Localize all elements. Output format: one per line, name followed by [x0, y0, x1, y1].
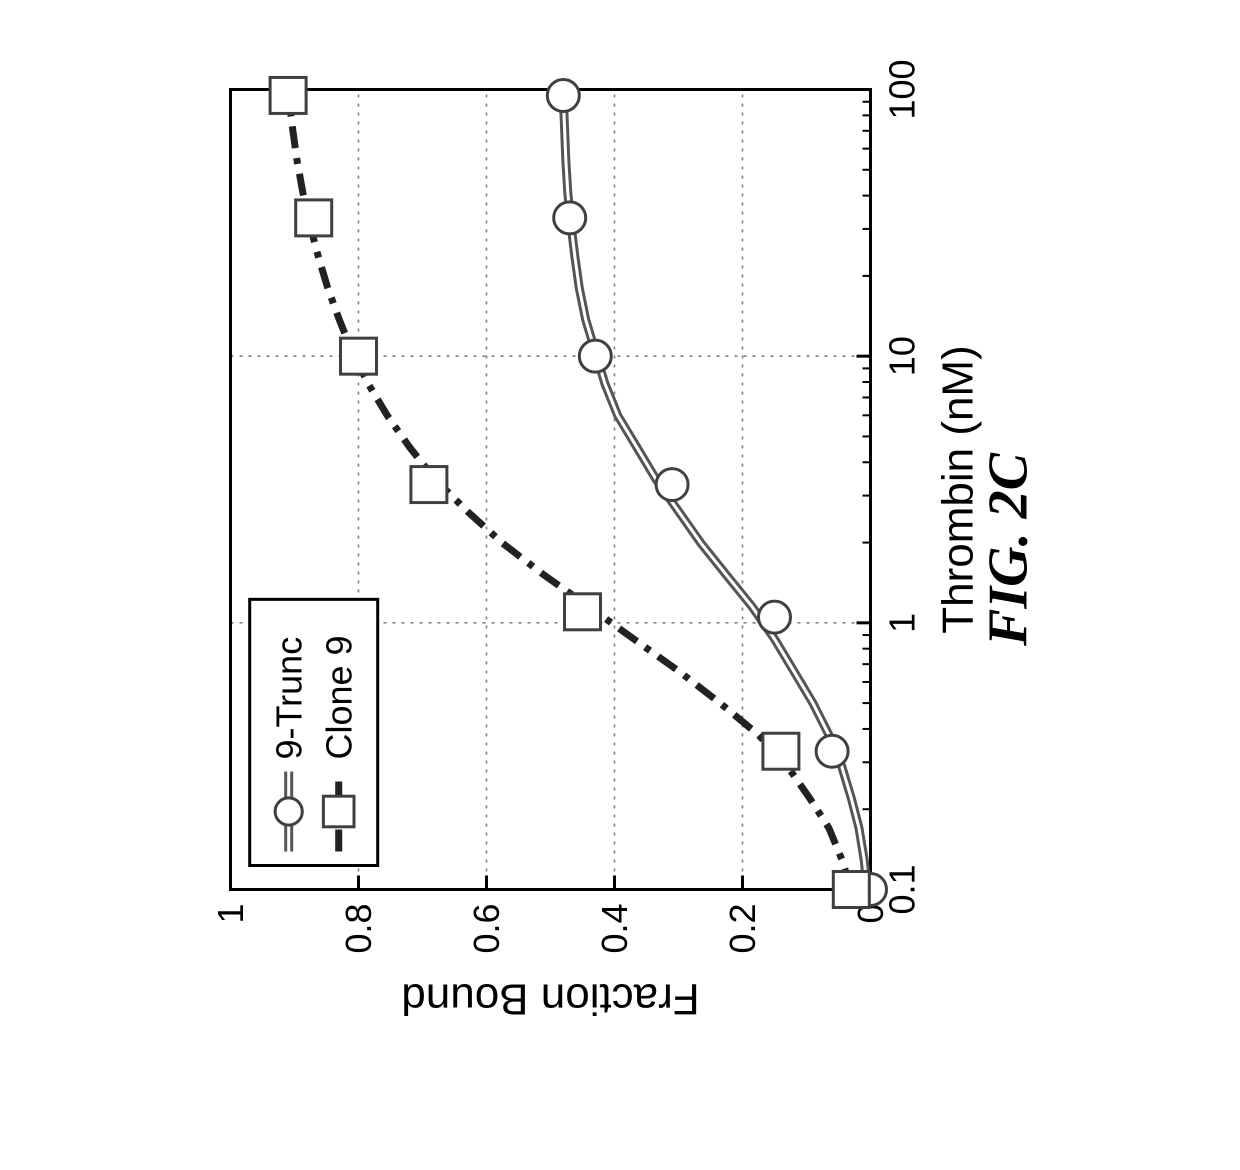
legend-label-clone9: Clone 9	[318, 635, 359, 759]
marker-trunc9	[547, 79, 579, 111]
marker-clone9	[410, 467, 446, 503]
figure-caption-text: FIG. 2C	[977, 453, 1039, 646]
marker-clone9	[295, 200, 331, 236]
x-tick-label: 1	[881, 613, 922, 633]
marker-trunc9	[656, 469, 688, 501]
x-axis-title: Thrombin (nM)	[933, 345, 982, 634]
y-tick-label: 0.4	[594, 904, 635, 954]
marker-clone9	[762, 733, 798, 769]
y-axis-title: Fraction Bound	[401, 975, 699, 1024]
marker-clone9	[564, 594, 600, 630]
x-tick-label: 100	[881, 60, 922, 120]
marker-clone9	[270, 77, 306, 113]
binding-curve-chart: 0.111010000.20.40.60.81Thrombin (nM)Frac…	[210, 60, 1030, 1040]
y-tick-label: 1	[210, 904, 251, 924]
legend-label-trunc9: 9-Trunc	[268, 637, 309, 760]
marker-trunc9	[816, 735, 848, 767]
rotated-stage: 0.111010000.20.40.60.81Thrombin (nM)Frac…	[71, 0, 1170, 1170]
marker-trunc9	[553, 202, 585, 234]
y-tick-label: 0.8	[338, 904, 379, 954]
y-tick-label: 0.6	[466, 904, 507, 954]
figure-caption: FIG. 2C	[976, 60, 1040, 1040]
legend: 9-TruncClone 9	[249, 599, 377, 865]
chart-container: 0.111010000.20.40.60.81Thrombin (nM)Frac…	[210, 60, 1030, 1040]
marker-clone9	[340, 338, 376, 374]
y-tick-label: 0.2	[722, 904, 763, 954]
marker-trunc9	[579, 340, 611, 372]
marker-clone9	[833, 872, 869, 908]
x-tick-label: 10	[881, 336, 922, 376]
marker-trunc9	[758, 601, 790, 633]
